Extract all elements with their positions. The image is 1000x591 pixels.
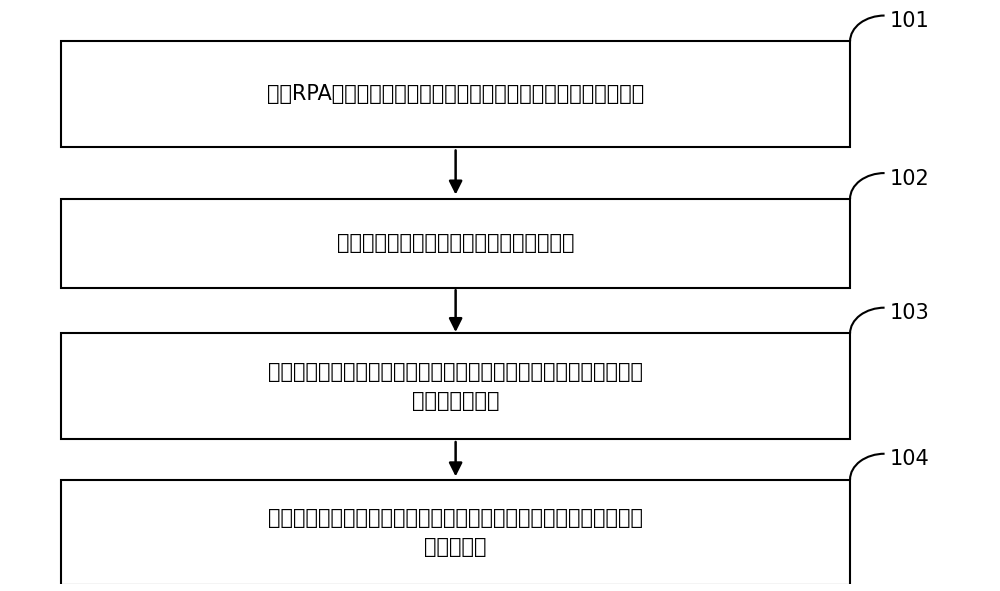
Text: 102: 102 xyxy=(889,168,929,189)
Text: 104: 104 xyxy=(889,449,929,469)
Text: 根据多个异常台区列表，确定目标异常台区: 根据多个异常台区列表，确定目标异常台区 xyxy=(337,233,574,253)
Text: 控制RPA机器人登录计量系统，从计量系统获取多个异常台区列表: 控制RPA机器人登录计量系统，从计量系统获取多个异常台区列表 xyxy=(267,85,644,104)
Text: 103: 103 xyxy=(889,303,929,323)
Text: 根据各计量点在多个测量时间点的数据，确定每个目标异常台区中的
异常计量点: 根据各计量点在多个测量时间点的数据，确定每个目标异常台区中的 异常计量点 xyxy=(268,508,643,557)
FancyBboxPatch shape xyxy=(61,333,850,440)
Text: 针对每个目标异常台区，获取每个目标异常台区中各计量点在多个测
量时间点的数据: 针对每个目标异常台区，获取每个目标异常台区中各计量点在多个测 量时间点的数据 xyxy=(268,362,643,411)
Text: 101: 101 xyxy=(889,11,929,31)
FancyBboxPatch shape xyxy=(61,479,850,586)
FancyBboxPatch shape xyxy=(61,41,850,147)
FancyBboxPatch shape xyxy=(61,199,850,288)
